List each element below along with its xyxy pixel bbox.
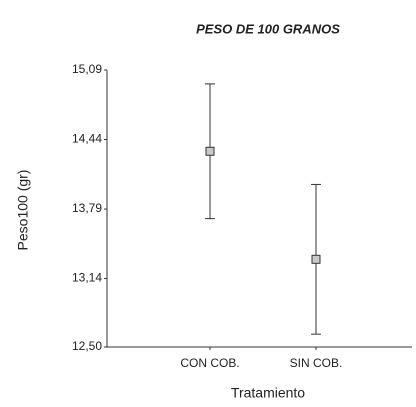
y-tick-label: 12,50 <box>72 339 102 353</box>
y-tick-label: 13,79 <box>72 201 102 215</box>
y-tick-label: 14,44 <box>72 132 102 146</box>
x-axis-label: Tratamiento <box>231 385 305 401</box>
chart-title: PESO DE 100 GRANOS <box>196 21 340 36</box>
mean-marker <box>205 146 215 156</box>
y-tick-label: 15,09 <box>72 62 102 76</box>
y-axis-label: Peso100 (gr) <box>15 170 31 251</box>
mean-marker <box>311 254 321 264</box>
x-tick-label: SIN COB. <box>290 356 343 370</box>
y-tick-label: 13,14 <box>72 271 102 285</box>
x-tick-label: CON COB. <box>180 356 239 370</box>
